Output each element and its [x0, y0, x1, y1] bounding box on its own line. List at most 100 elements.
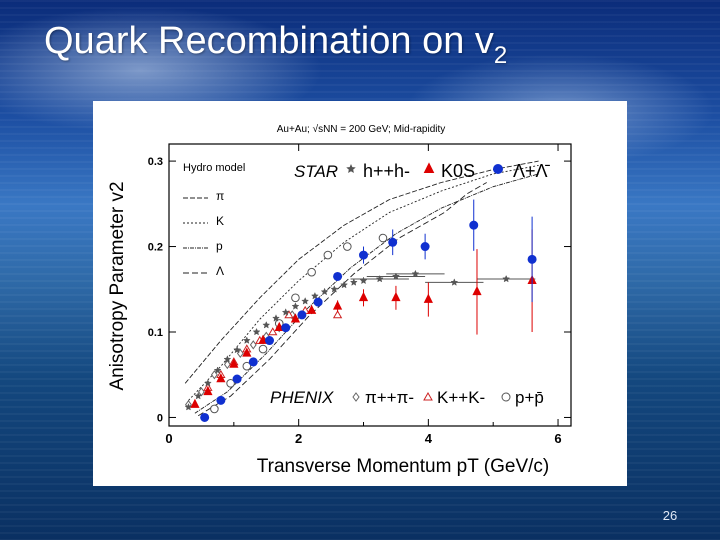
legend-phenix-label: PHENIX [270, 388, 334, 407]
x-tick-label-1: 2 [295, 431, 302, 446]
series-0-point-15 [330, 285, 339, 293]
series-0-point-3 [213, 366, 222, 374]
series-2-point-11 [420, 242, 430, 252]
series-2-point-13 [527, 254, 537, 264]
y-tick-label-2: 0.2 [148, 242, 163, 254]
series-0-point-7 [252, 327, 261, 336]
series-legend: h++h- K0S Λ+Λ̄ π++π- K++K-p+p̄ [346, 161, 551, 407]
series-4-point-5 [268, 327, 278, 336]
series-5-point-3 [258, 344, 268, 354]
series-0-point-1 [194, 391, 203, 400]
series-1-point-12 [423, 293, 433, 303]
plot-frame [168, 143, 572, 427]
series-1 [190, 229, 537, 408]
y-axis-label: Anisotropy Parameter v2 [107, 181, 128, 390]
hydro-model-title: Hydro model [183, 162, 245, 174]
hydro-curve-3 [197, 182, 487, 417]
legend-text-5: p+p̄ [515, 388, 544, 407]
x-tick-label-3: 6 [554, 431, 561, 446]
series-5-point-6 [307, 267, 316, 277]
series-1-point-11 [391, 291, 401, 302]
series-0-point-17 [349, 278, 358, 286]
series-2-point-7 [313, 297, 323, 307]
chart-header: Au+Au; √sNN = 200 GeV; Mid-rapidity [277, 123, 446, 135]
series-1-point-0 [190, 398, 200, 408]
slide-number: 26 [662, 508, 678, 523]
series-2-point-4 [265, 336, 274, 346]
slide-title: Quark Recombination on v2 [44, 18, 507, 79]
series-2-point-10 [388, 237, 398, 247]
series-5-point-9 [378, 233, 388, 243]
series-2-point-12 [469, 220, 479, 230]
slide-title-text: Quark Recombination on v [44, 20, 494, 62]
hydro-legend-label-1: K [216, 214, 224, 228]
legend-text-4: K++K- [437, 388, 485, 407]
hydro-legend-label-0: π [216, 189, 224, 203]
series-1-point-7 [290, 313, 301, 323]
legend-marker-2 [493, 164, 503, 174]
series-1-point-3 [229, 358, 239, 368]
series-0-point-23 [502, 274, 511, 283]
series-4 [203, 305, 343, 391]
legend-text-1: K0S [441, 161, 475, 181]
series-1-point-1 [203, 385, 213, 396]
series-2-point-2 [232, 374, 242, 384]
series-0-point-0 [184, 403, 193, 411]
series-0-point-5 [233, 345, 242, 354]
series-0-point-14 [320, 287, 329, 296]
series-3-point-1 [197, 387, 205, 397]
series-5 [210, 233, 388, 414]
series-5-point-5 [291, 293, 300, 303]
series-3-point-5 [249, 340, 257, 350]
series-0-point-22 [450, 278, 459, 286]
legend-text-2: Λ+Λ̄ [513, 161, 551, 181]
legend-star-label: STAR [294, 162, 338, 181]
series-2-point-3 [248, 357, 258, 367]
series-2-point-6 [297, 310, 307, 320]
hydro-curve-0 [184, 160, 539, 384]
series-2-point-8 [333, 271, 343, 281]
hydro-curve-2 [194, 173, 539, 414]
series-0-point-12 [301, 297, 310, 305]
series-0-point-9 [272, 314, 280, 322]
series-1-point-4 [242, 347, 252, 357]
series-0-point-16 [340, 280, 349, 289]
y-tick-label-3: 0.3 [148, 156, 163, 168]
legend-marker-3 [352, 392, 360, 402]
legend-marker-1 [423, 162, 435, 173]
hydro-legend-label-2: p [216, 239, 223, 253]
y-tick-label-0: 0 [157, 412, 163, 424]
legend-marker-4 [423, 391, 433, 401]
legend-marker-0 [346, 163, 356, 174]
legend-text-0: h++h- [363, 161, 410, 181]
x-axis-label: Transverse Momentum pT (GeV/c) [257, 456, 549, 477]
plot-border [168, 143, 572, 427]
series-5-point-1 [226, 378, 235, 388]
axis-ticks: 0 2 4 6 0 0.1 0.2 0.3 [148, 144, 571, 446]
slide-title-subscript: 2 [493, 42, 508, 69]
series-4-point-8 [332, 310, 343, 319]
series-5-point-0 [210, 404, 219, 414]
series-0-point-13 [310, 291, 319, 300]
legend-marker-5 [501, 392, 511, 402]
series-5-point-8 [343, 242, 352, 251]
series-1-point-8 [307, 304, 317, 314]
series-5-point-7 [323, 250, 333, 260]
series-0-point-2 [203, 379, 212, 387]
series-1-point-9 [332, 300, 343, 310]
series-0-point-4 [223, 355, 232, 363]
series-2-point-0 [200, 412, 210, 422]
series-0-point-8 [262, 321, 271, 329]
series-1-point-5 [258, 334, 268, 344]
series-0-point-10 [281, 308, 290, 316]
series-1-point-13 [472, 285, 482, 296]
hydro-legend-label-3: Λ [216, 264, 224, 278]
series-2-point-5 [281, 323, 291, 333]
hydro-curve-1 [188, 164, 539, 401]
y-tick-label-1: 0.1 [148, 327, 163, 339]
series-0-point-19 [375, 274, 384, 283]
series-0-point-18 [359, 276, 368, 285]
series-3-point-3 [223, 359, 231, 370]
chart-panel: 0 2 4 6 0 0.1 0.2 0.3 Au+Au; √sNN = 200 GeV; Mi… [93, 101, 627, 486]
